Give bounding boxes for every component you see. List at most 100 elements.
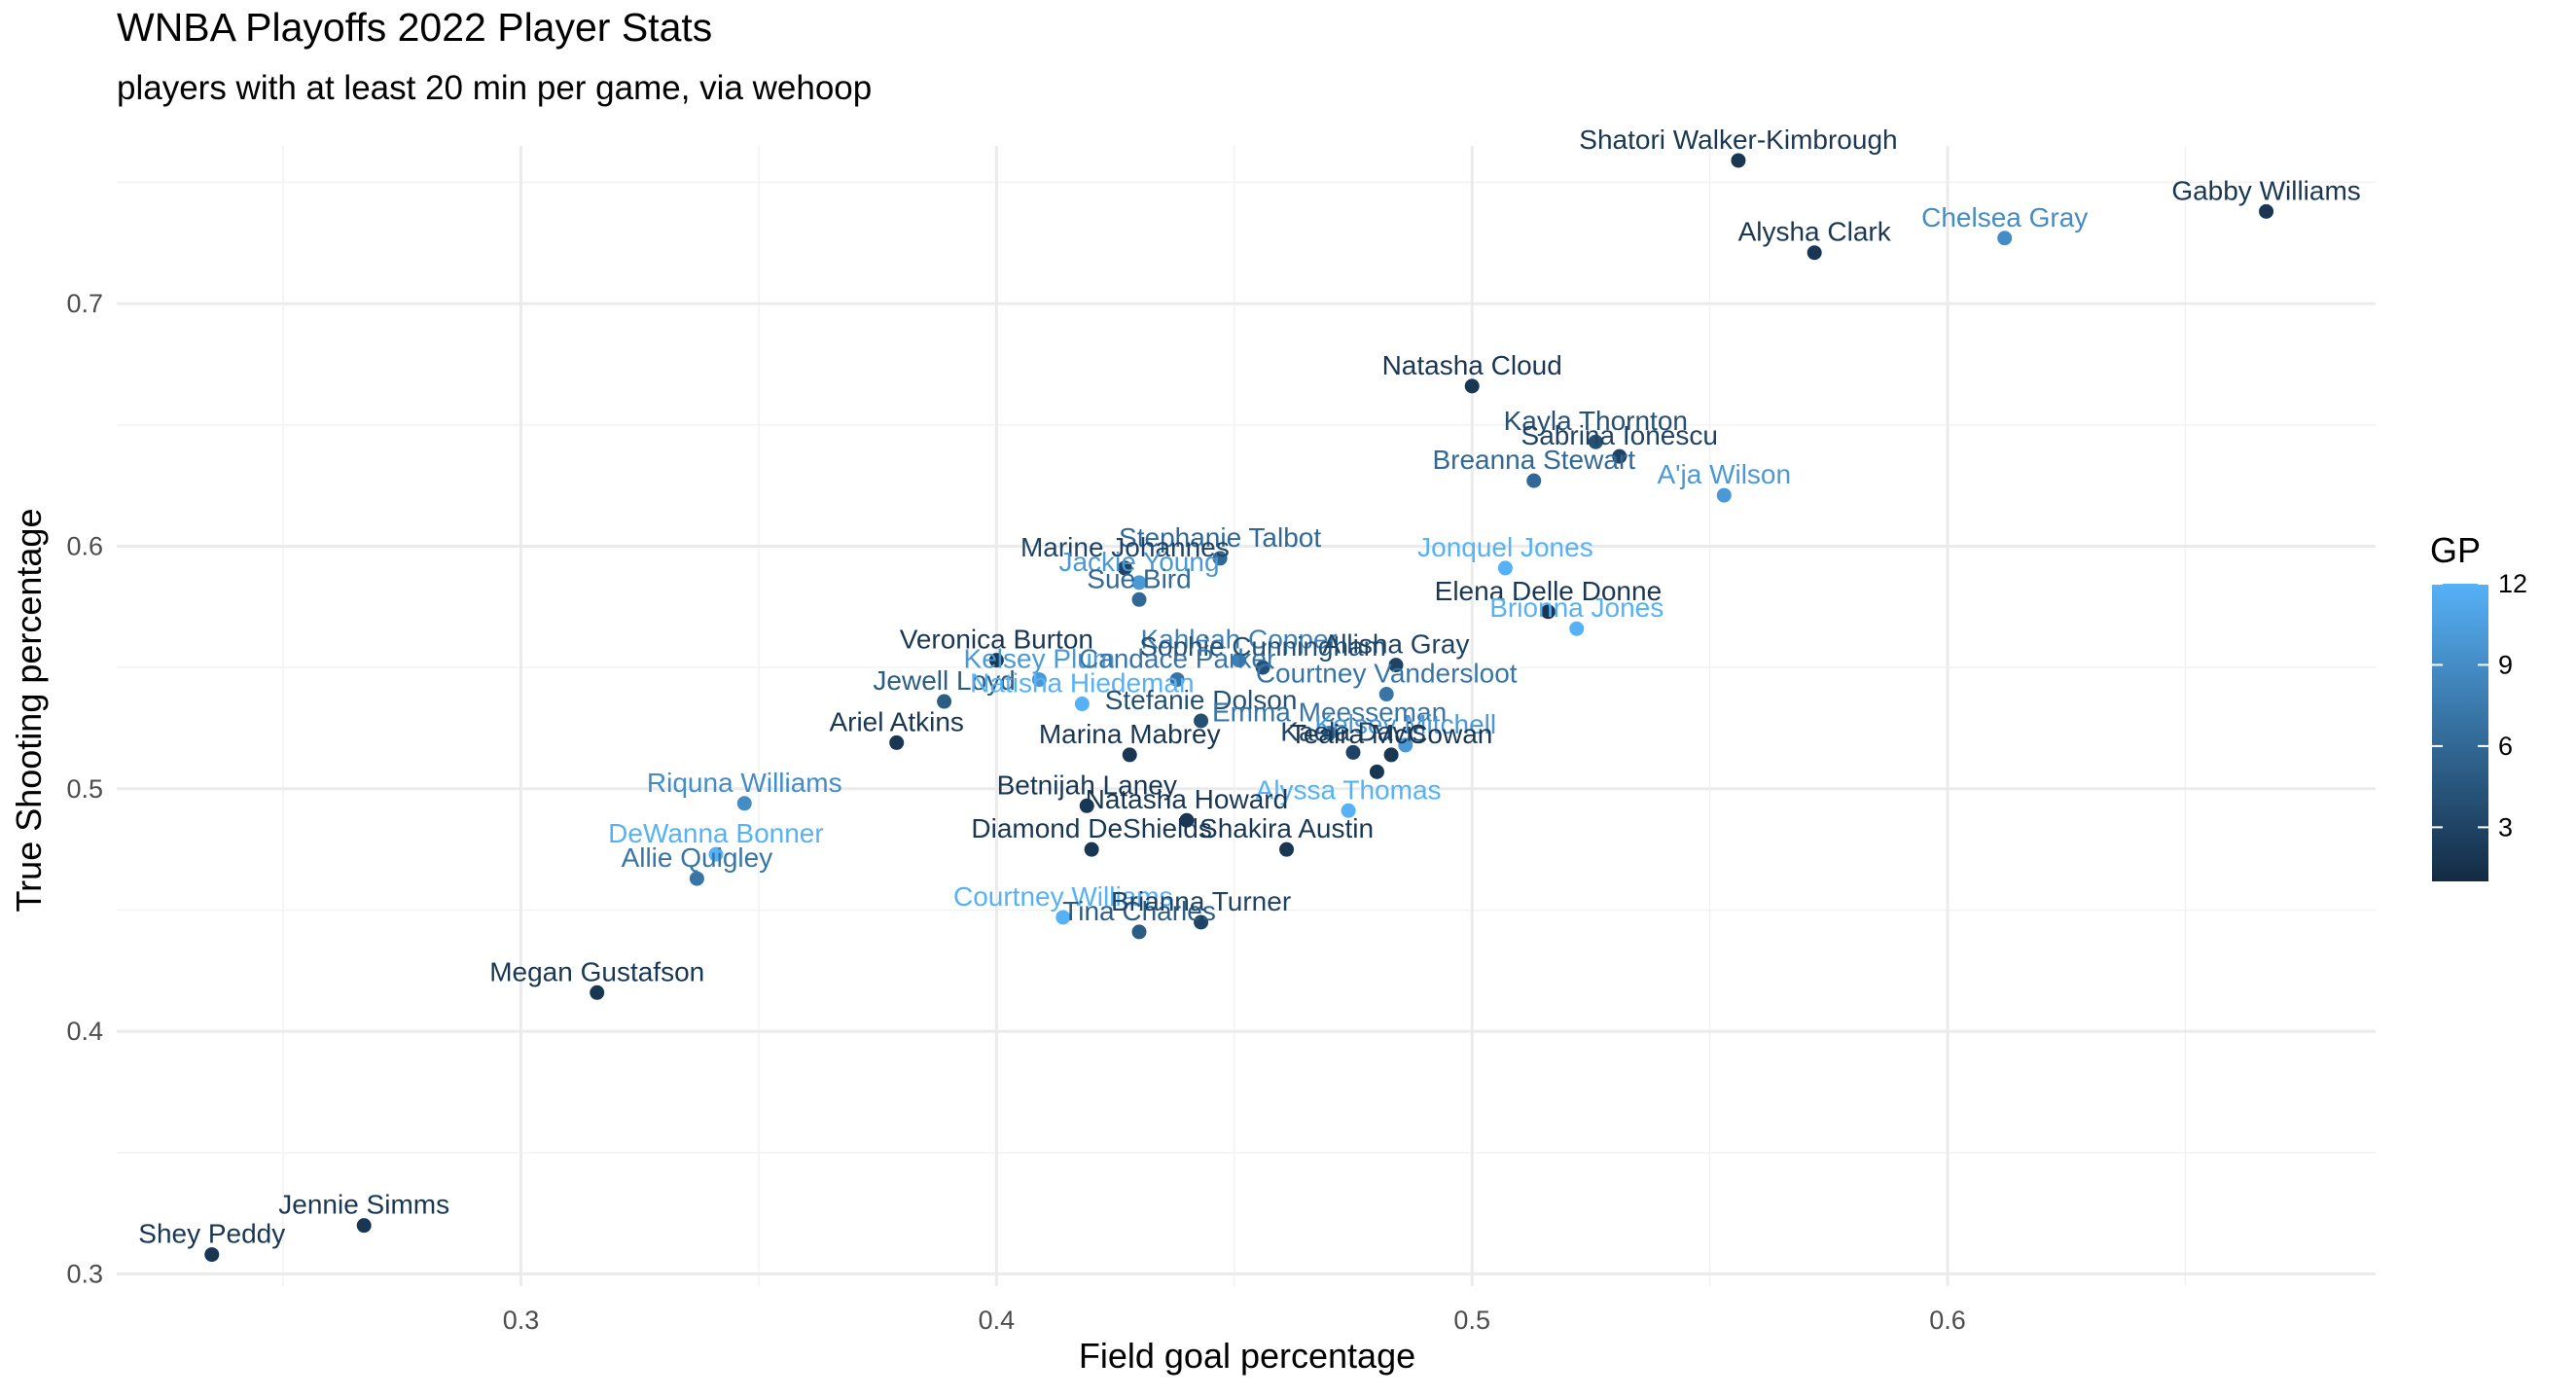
legend-title: GP [2430,530,2481,570]
point-label: Riquna Williams [647,768,842,798]
data-point [1212,551,1228,566]
point-label: Jewell Loyd [873,665,1015,696]
data-point [889,734,905,750]
x-axis-ticks: 0.3 0.4 0.5 0.6 [503,1306,1966,1335]
data-point [1540,604,1556,620]
y-tick-label: 0.3 [66,1260,103,1289]
data-point [1716,487,1732,503]
point-label: Gabby Williams [2171,175,2360,205]
data-point [1255,660,1270,675]
point-label: Shey Peddy [138,1219,285,1249]
y-axis-ticks: 0.3 0.4 0.5 0.6 0.7 [66,289,103,1288]
data-point [1369,764,1384,779]
point-label: Emma Meesseman [1212,697,1447,727]
x-tick-label: 0.5 [1453,1306,1490,1335]
y-tick-label: 0.6 [66,531,103,560]
point-label: A'ja Wilson [1657,459,1791,489]
point-label: Jonquel Jones [1417,532,1593,562]
data-point [1131,575,1147,591]
legend-tick-label: 6 [2498,732,2513,761]
x-tick-label: 0.6 [1929,1306,1966,1335]
data-point [1079,798,1094,813]
data-point [1398,737,1413,753]
data-point [736,796,752,811]
data-point [1378,687,1394,702]
point-label: Marina Mabrey [1039,719,1221,749]
point-label: Alyssa Thomas [1256,774,1442,805]
data-point [708,846,724,862]
data-point [1464,378,1480,394]
point-label: Candace Parker [1079,644,1275,674]
data-point [1031,672,1047,688]
data-point [1383,747,1399,763]
point-label: Stephanie Talbot [1119,522,1321,553]
data-points [204,153,2274,1263]
point-label: Natasha Howard [1086,784,1289,814]
point-label: Kelsey Mitchell [1314,709,1496,739]
point-label: Ariel Atkins [829,706,964,736]
point-label: Shatori Walker-Kimbrough [1579,125,1897,155]
x-tick-label: 0.4 [979,1306,1016,1335]
data-point [1194,713,1209,729]
x-tick-label: 0.3 [503,1306,540,1335]
point-label: Brianna Turner [1111,886,1291,916]
point-label: Jennie Simms [278,1190,449,1220]
point-label: Elena Delle Donne [1435,576,1663,606]
y-axis-title: True Shooting percentage [9,509,49,913]
color-legend: GP 3 6 9 12 [2430,530,2527,881]
chart-subtitle: players with at least 20 min per game, v… [117,69,872,107]
point-label: Shakira Austin [1199,813,1374,843]
legend-tick-label: 3 [2498,812,2513,842]
point-label: Marine Johannes [1020,532,1230,562]
legend-tick-label: 12 [2498,569,2527,598]
legend-colorbar [2432,584,2488,881]
point-label: Sabrina Ionescu [1521,420,1718,450]
point-label: Stefanie Dolson [1105,685,1298,715]
point-label: Allisha Gray [1323,629,1470,660]
data-point [1588,434,1603,449]
data-point [1117,560,1132,576]
data-point [1084,842,1099,857]
data-point [1131,591,1147,607]
point-label: Jackie Young [1058,547,1219,577]
point-label: Tina Charles [1062,896,1216,926]
data-point [1341,803,1356,818]
data-point [1131,924,1147,940]
point-label: Kayla Thornton [1504,406,1688,436]
point-label: Sophie Cunningham [1139,631,1386,662]
point-label: Natisha Hiedeman [970,668,1194,698]
data-point [689,871,704,886]
data-point [356,1218,372,1234]
data-point [1194,914,1209,930]
data-point [204,1247,220,1263]
point-label: Courtney Vandersloot [1256,659,1518,689]
data-point [1388,658,1404,673]
data-point [1526,473,1542,488]
data-point [1055,910,1071,925]
point-label: DeWanna Bonner [608,818,824,848]
data-point [1731,153,1746,168]
data-point [1122,747,1137,763]
data-point [1807,245,1822,261]
point-label: Megan Gustafson [489,956,704,986]
y-tick-label: 0.4 [66,1017,103,1046]
data-point [1612,448,1628,464]
point-label: Allie Quigley [622,842,773,873]
point-labels: Shatori Walker-Kimbrough Gabby Williams Ch… [138,125,2361,1249]
point-label: Diamond DeShields [971,813,1211,843]
legend-tick-label: 9 [2498,650,2513,679]
point-label: Kahleah Copper [1140,625,1337,655]
data-point [2259,203,2274,219]
data-point [590,985,605,1000]
data-point [1279,842,1295,857]
point-label: Kelsey Plum [964,644,1116,674]
data-point [1232,653,1247,668]
point-label: Betnijah Laney [997,770,1177,800]
data-point [937,694,952,709]
data-point [1179,812,1195,828]
data-point [1322,725,1338,740]
legend-ticks: 3 6 9 12 [2432,569,2527,842]
point-label: Chelsea Gray [1921,202,2088,233]
data-point [988,653,1004,668]
